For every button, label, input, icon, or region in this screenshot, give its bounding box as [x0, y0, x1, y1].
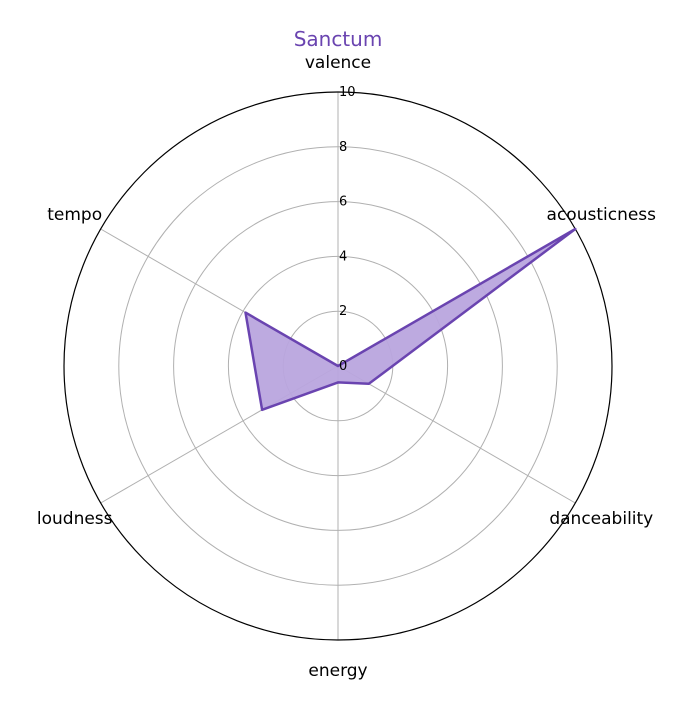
axis-label: acousticness [547, 205, 657, 225]
radial-tick-label: 4 [339, 249, 347, 264]
axis-label: danceability [549, 509, 653, 529]
grid [63, 91, 613, 641]
chart-title: Sanctum [294, 27, 383, 51]
axis-label: valence [305, 53, 371, 73]
axis-label: tempo [47, 205, 102, 225]
radial-tick-label: 6 [339, 195, 347, 210]
axis-label: energy [308, 661, 367, 681]
radial-tick-label: 8 [339, 140, 347, 155]
radial-tick-label: 2 [339, 304, 347, 319]
grid-spoke [337, 365, 576, 504]
outer-frame [63, 91, 613, 641]
radial-tick-label: 0 [339, 359, 347, 374]
axis-labels: valence acousticness danceability energy lou… [37, 53, 656, 681]
axis-label: loudness [37, 509, 113, 529]
radial-tick-label: 10 [339, 85, 356, 100]
radial-tick-labels: 0 2 4 6 8 10 [339, 85, 356, 374]
series-layer [244, 227, 577, 412]
series-area [244, 227, 577, 412]
